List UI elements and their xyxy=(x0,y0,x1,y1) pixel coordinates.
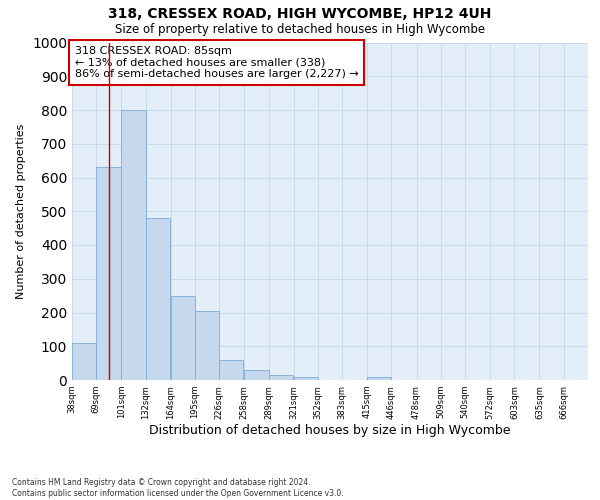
Text: 318 CRESSEX ROAD: 85sqm
← 13% of detached houses are smaller (338)
86% of semi-d: 318 CRESSEX ROAD: 85sqm ← 13% of detache… xyxy=(74,46,358,79)
X-axis label: Distribution of detached houses by size in High Wycombe: Distribution of detached houses by size … xyxy=(149,424,511,438)
Text: 318, CRESSEX ROAD, HIGH WYCOMBE, HP12 4UH: 318, CRESSEX ROAD, HIGH WYCOMBE, HP12 4U… xyxy=(109,8,491,22)
Bar xyxy=(146,218,170,380)
Bar xyxy=(367,376,391,380)
Bar xyxy=(195,311,219,380)
Bar xyxy=(170,296,195,380)
Bar xyxy=(293,376,318,380)
Bar xyxy=(219,360,244,380)
Bar xyxy=(96,168,121,380)
Bar xyxy=(121,110,146,380)
Bar xyxy=(244,370,269,380)
Y-axis label: Number of detached properties: Number of detached properties xyxy=(16,124,26,299)
Bar xyxy=(269,375,293,380)
Text: Contains HM Land Registry data © Crown copyright and database right 2024.
Contai: Contains HM Land Registry data © Crown c… xyxy=(12,478,344,498)
Text: Size of property relative to detached houses in High Wycombe: Size of property relative to detached ho… xyxy=(115,22,485,36)
Bar xyxy=(72,343,96,380)
